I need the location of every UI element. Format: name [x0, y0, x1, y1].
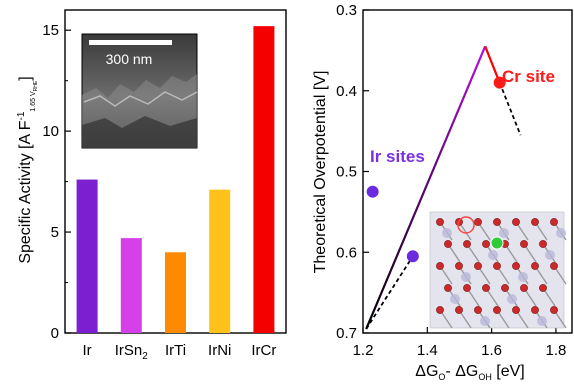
bar-irti: [165, 252, 186, 333]
bar-y-tick-label: 10: [42, 123, 59, 140]
scale-bar-label: 300 nm: [106, 51, 153, 67]
metal-atom: [442, 228, 452, 238]
volcano-y-tick-label: 0.6: [336, 244, 357, 261]
bar-ircr: [253, 26, 275, 334]
metal-atom: [556, 228, 566, 238]
sem-inset-image: 300 nm: [81, 33, 198, 149]
oxygen-atom: [474, 218, 482, 226]
bar-irni: [209, 189, 231, 333]
oxygen-atom: [531, 306, 539, 314]
bar-x-tick-label: IrCr: [251, 342, 276, 359]
metal-atom: [507, 294, 517, 304]
oxygen-atom: [444, 284, 452, 292]
volcano-x-tick-label: 1.4: [417, 342, 438, 359]
oxygen-atom: [436, 218, 444, 226]
oxygen-atom: [482, 284, 490, 292]
volcano-x-tick-label: 1.2: [353, 342, 374, 359]
oxygen-atom: [482, 240, 490, 248]
oxygen-atom: [550, 306, 558, 314]
volcano-y-axis: 0.3 0.4 0.5 0.6 0.7: [336, 2, 369, 342]
metal-atom: [450, 294, 460, 304]
oxygen-atom: [474, 262, 482, 270]
cr-site-point: [493, 76, 506, 89]
volcano-y-tick-label: 0.3: [336, 2, 357, 19]
oxygen-atom: [520, 284, 528, 292]
sem-texture-shadow: [82, 116, 197, 148]
bar-y-tick-label: 0: [51, 325, 59, 342]
oxygen-atom: [436, 262, 444, 270]
oxygen-atom: [455, 306, 463, 314]
oxygen-atom: [550, 262, 558, 270]
annotation-cr-site: Cr site: [502, 67, 555, 86]
volcano-x-axis: 1.2 1.4 1.6 1.8: [353, 327, 566, 359]
volcano-chart: 0.3 0.4 0.5 0.6 0.7 1.2 1.4 1.6 1.8 Theoretical…: [312, 2, 573, 382]
oxygen-atom: [493, 218, 501, 226]
volcano-y-tick-label: 0.7: [336, 325, 357, 342]
crystal-lattice: [436, 216, 567, 329]
dashed-guide-line: [365, 255, 414, 330]
oxygen-atom: [436, 306, 444, 314]
metal-atom: [461, 272, 471, 282]
crystal-structure-inset: [429, 211, 567, 329]
bar-x-tick-labels: Ir IrSn2 IrTi IrNi IrCr: [83, 342, 277, 362]
oxygen-atom: [493, 306, 501, 314]
bar-y-tick-label: 5: [51, 224, 59, 241]
ir-site-point: [366, 185, 379, 198]
oxygen-atom: [463, 240, 471, 248]
oxygen-atom: [474, 306, 482, 314]
cr-dopant-atom: [490, 236, 504, 250]
volcano-x-tick-label: 1.6: [481, 342, 502, 359]
oxygen-atom: [512, 262, 520, 270]
annotation-ir-sites: Ir sites: [370, 147, 425, 166]
volcano-lines: [365, 45, 522, 330]
oxygen-atom: [550, 218, 558, 226]
volcano-left-branch: [365, 45, 487, 330]
oxygen-atom: [531, 262, 539, 270]
oxygen-atom: [463, 284, 471, 292]
scale-bar: [89, 40, 172, 45]
oxygen-atom: [520, 240, 528, 248]
volcano-y-tick-label: 0.4: [336, 83, 357, 100]
volcano-points: [366, 76, 506, 263]
oxygen-atom: [493, 262, 501, 270]
volcano-x-tick-label: 1.8: [545, 342, 566, 359]
oxygen-atom: [539, 240, 547, 248]
bar-x-tick-label: IrTi: [165, 342, 186, 359]
oxygen-atom: [539, 284, 547, 292]
dashed-guide-line: [498, 82, 522, 136]
bar-x-tick-label: IrSn2: [115, 342, 149, 362]
bar-chart: 0 5 10 15 Ir IrSn2 IrTi IrNi IrCr Specific Acti…: [16, 9, 287, 362]
ir-site-point: [406, 250, 419, 263]
bar-series: [76, 26, 275, 334]
oxygen-atom: [455, 262, 463, 270]
metal-atom: [537, 316, 547, 326]
sem-texture-highlight: [83, 91, 198, 107]
volcano-y-tick-label: 0.5: [336, 164, 357, 181]
bar-ir: [76, 179, 98, 333]
oxygen-atom: [512, 306, 520, 314]
oxygen-atom: [512, 218, 520, 226]
bar-x-tick-label: Ir: [83, 342, 92, 359]
highlight-ring: [457, 216, 475, 234]
metal-atom: [480, 316, 490, 326]
volcano-y-axis-label: Theoretical Overpotential [V]: [312, 71, 329, 274]
bar-y-axis-label: Specific Activity [A F-11.65 VRHE]: [16, 76, 39, 263]
volcano-right-branch: [484, 45, 501, 84]
metal-atom: [499, 228, 509, 238]
bar-x-tick-label: IrNi: [208, 342, 231, 359]
metal-atom: [518, 272, 528, 282]
bar-y-axis: 0 5 10 15: [42, 22, 71, 342]
volcano-x-axis-label: ΔGO- ΔGOH [eV]: [415, 363, 524, 382]
bar-irsn: [120, 238, 142, 333]
bar-y-tick-label: 15: [42, 22, 59, 39]
metal-atom: [488, 250, 498, 260]
oxygen-atom: [531, 218, 539, 226]
oxygen-atom: [501, 284, 509, 292]
oxygen-atom: [444, 240, 452, 248]
metal-atom: [545, 250, 555, 260]
